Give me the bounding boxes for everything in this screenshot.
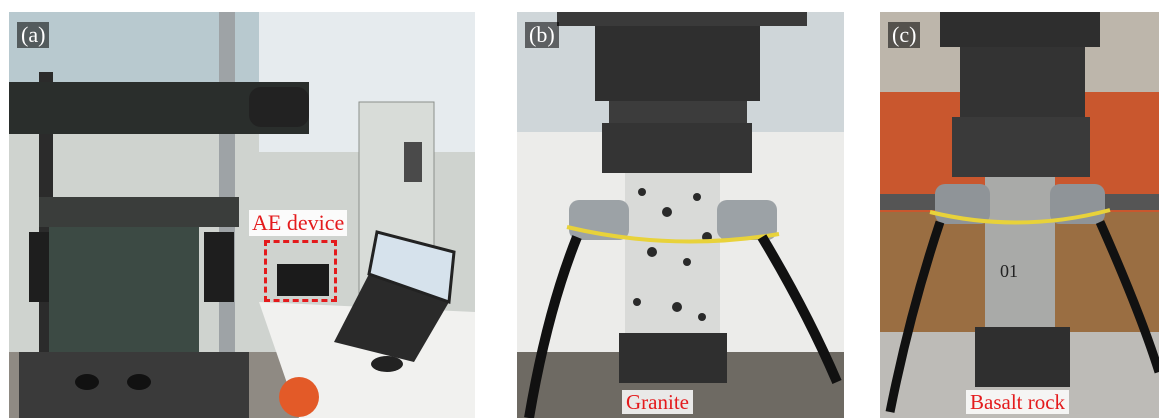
panel-a-testing-machine-photo: (a) AE device	[9, 12, 475, 418]
granite-caption: Granite	[622, 390, 693, 414]
ae-device-annotation: AE device	[249, 210, 348, 236]
panel-c-basalt-photo: 01 (c) Basalt rock	[880, 12, 1159, 418]
testing-machine-photo-icon	[9, 12, 475, 418]
panel-b-label: (b)	[525, 22, 559, 48]
panel-c-label: (c)	[888, 22, 921, 48]
basalt-specimen-photo-icon: 01	[880, 12, 1159, 418]
panel-a-label: (a)	[17, 22, 50, 48]
granite-specimen-photo-icon	[517, 12, 844, 418]
ae-device-highlight-box	[264, 240, 337, 302]
basalt-caption: Basalt rock	[966, 390, 1070, 414]
svg-text:01: 01	[1000, 261, 1018, 281]
panel-b-granite-photo: (b) Granite	[517, 12, 844, 418]
